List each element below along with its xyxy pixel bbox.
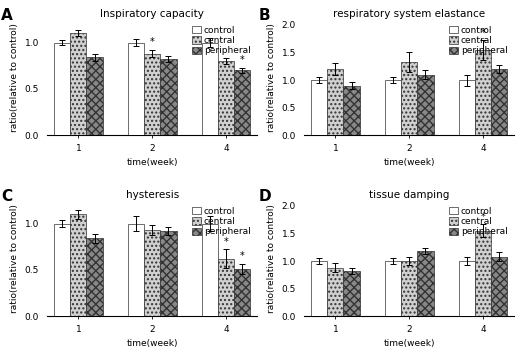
Text: C: C (1, 189, 13, 204)
Title: hysteresis: hysteresis (126, 190, 179, 200)
Bar (385, 80, 401, 135)
Text: B: B (258, 8, 270, 23)
Bar (128, 224, 144, 316)
Text: *: * (224, 237, 228, 247)
Bar (417, 75, 433, 135)
Legend: control, central, peripheral: control, central, peripheral (448, 24, 510, 57)
X-axis label: time(week): time(week) (127, 158, 178, 167)
X-axis label: time(week): time(week) (383, 158, 435, 167)
Title: tissue damping: tissue damping (369, 190, 450, 200)
Y-axis label: ratio(relative to control): ratio(relative to control) (267, 23, 276, 132)
X-axis label: time(week): time(week) (383, 339, 435, 348)
Bar (491, 257, 507, 316)
Bar (475, 231, 491, 316)
Bar (311, 261, 327, 316)
Bar (475, 50, 491, 135)
Bar (327, 69, 343, 135)
Bar (70, 33, 86, 135)
X-axis label: time(week): time(week) (127, 339, 178, 348)
Legend: control, central, peripheral: control, central, peripheral (190, 205, 253, 238)
Y-axis label: ratio(relative to control): ratio(relative to control) (10, 204, 19, 313)
Bar (401, 62, 417, 135)
Bar (311, 80, 327, 135)
Bar (343, 86, 359, 135)
Text: *: * (481, 28, 486, 38)
Bar (343, 271, 359, 316)
Bar (144, 54, 160, 135)
Bar (458, 80, 475, 135)
Y-axis label: ratio(relative to control): ratio(relative to control) (267, 204, 276, 313)
Text: D: D (258, 189, 271, 204)
Bar (385, 261, 401, 316)
Bar (54, 224, 70, 316)
Bar (491, 69, 507, 135)
Bar (458, 261, 475, 316)
Bar (70, 214, 86, 316)
Title: Inspiratory capacity: Inspiratory capacity (100, 9, 204, 18)
Bar (202, 224, 218, 316)
Bar (160, 231, 177, 316)
Bar (234, 70, 251, 135)
Bar (234, 269, 251, 316)
Bar (401, 261, 417, 316)
Bar (417, 251, 433, 316)
Text: *: * (240, 251, 245, 262)
Bar (86, 238, 103, 316)
Bar (144, 230, 160, 316)
Bar (218, 259, 234, 316)
Legend: control, central, peripheral: control, central, peripheral (448, 205, 510, 238)
Text: *: * (150, 37, 155, 47)
Bar (327, 268, 343, 316)
Bar (202, 43, 218, 135)
Bar (218, 61, 234, 135)
Bar (160, 59, 177, 135)
Text: *: * (240, 55, 245, 65)
Text: A: A (1, 8, 13, 23)
Text: *: * (481, 212, 486, 222)
Bar (54, 43, 70, 135)
Bar (128, 43, 144, 135)
Y-axis label: ratio(relative to control): ratio(relative to control) (10, 23, 19, 132)
Legend: control, central, peripheral: control, central, peripheral (190, 24, 253, 57)
Title: respiratory system elastance: respiratory system elastance (333, 9, 485, 18)
Bar (86, 58, 103, 135)
